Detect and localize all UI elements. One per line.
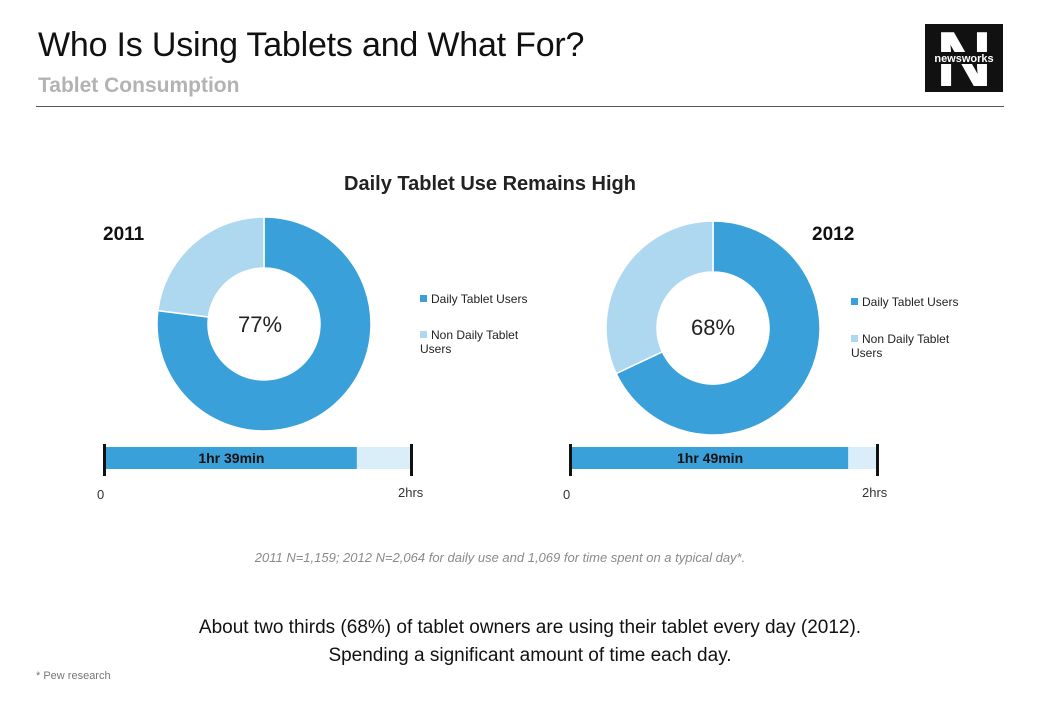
time-bar-start-tick-2012: [569, 444, 572, 476]
legend-label-daily-2012: Daily Tablet Users: [862, 295, 959, 309]
legend-swatch-nondaily-2011: [420, 331, 427, 338]
time-bar-2011: 1hr 39min: [103, 444, 413, 476]
legend-item-nondaily-2011: Non Daily Tablet Users: [420, 328, 550, 356]
time-bar-end-tick-2012: [876, 444, 879, 476]
time-bar-fill-2012: [572, 447, 849, 469]
time-bar-start-tick-2011: [103, 444, 106, 476]
legend-item-daily-2012: Daily Tablet Users: [851, 295, 958, 309]
summary-text: About two thirds (68%) of tablet owners …: [0, 614, 1040, 670]
tick-label-max-2012: 2hrs: [862, 485, 888, 500]
tick-label-zero-2012: 0: [563, 487, 571, 502]
slice-daily-2011: [156, 216, 372, 432]
legend-swatch-nondaily-2012: [851, 335, 858, 342]
newsworks-logo: N newsworks: [925, 24, 1003, 92]
chart-title: Daily Tablet Use Remains High: [344, 173, 636, 195]
center-label-2011: 77%: [237, 312, 283, 337]
slice-nondaily-2011: [157, 216, 265, 318]
tick-label-max-2011: 2hrs: [398, 485, 424, 500]
summary-line-2: Spending a significant amount of time ea…: [328, 645, 732, 666]
time-bar-label-2011: 1hr 39min: [198, 450, 264, 466]
time-bar-2012: 1hr 49min: [569, 444, 879, 476]
legend-item-nondaily-2012: Non Daily Tablet Users: [851, 332, 981, 360]
sample-size-footnote: 2011 N=1,159; 2012 N=2,064 for daily use…: [254, 550, 746, 565]
source-note: * Pew research: [36, 670, 111, 682]
year-label-2012: 2012: [812, 224, 855, 245]
legend-swatch-daily-2012: [851, 298, 858, 305]
time-bar-fill-2011: [106, 447, 357, 469]
time-bar-end-tick-2011: [410, 444, 413, 476]
legend-swatch-daily-2011: [420, 295, 427, 302]
legend-label-daily-2011: Daily Tablet Users: [431, 292, 528, 306]
center-label-2012: 68%: [690, 315, 736, 340]
year-label-2011: 2011: [103, 224, 145, 245]
donut-chart-2011: [156, 216, 372, 432]
tick-label-zero-2011: 0: [97, 487, 105, 502]
donut-chart-2012: [605, 220, 821, 436]
legend-label-nondaily-2012: Non Daily Tablet Users: [851, 332, 950, 360]
slice-nondaily-2012: [605, 220, 714, 375]
page-subtitle: Tablet Consumption: [38, 74, 240, 97]
legend-item-daily-2011: Daily Tablet Users: [420, 292, 527, 306]
page-title: Who Is Using Tablets and What For?: [38, 26, 585, 64]
legend-label-nondaily-2011: Non Daily Tablet Users: [420, 328, 519, 356]
header-divider: [36, 106, 1004, 107]
logo-text: newsworks: [934, 53, 993, 65]
summary-line-1: About two thirds (68%) of tablet owners …: [198, 617, 862, 638]
slice-daily-2012: [615, 220, 821, 436]
time-bar-label-2012: 1hr 49min: [677, 450, 743, 466]
